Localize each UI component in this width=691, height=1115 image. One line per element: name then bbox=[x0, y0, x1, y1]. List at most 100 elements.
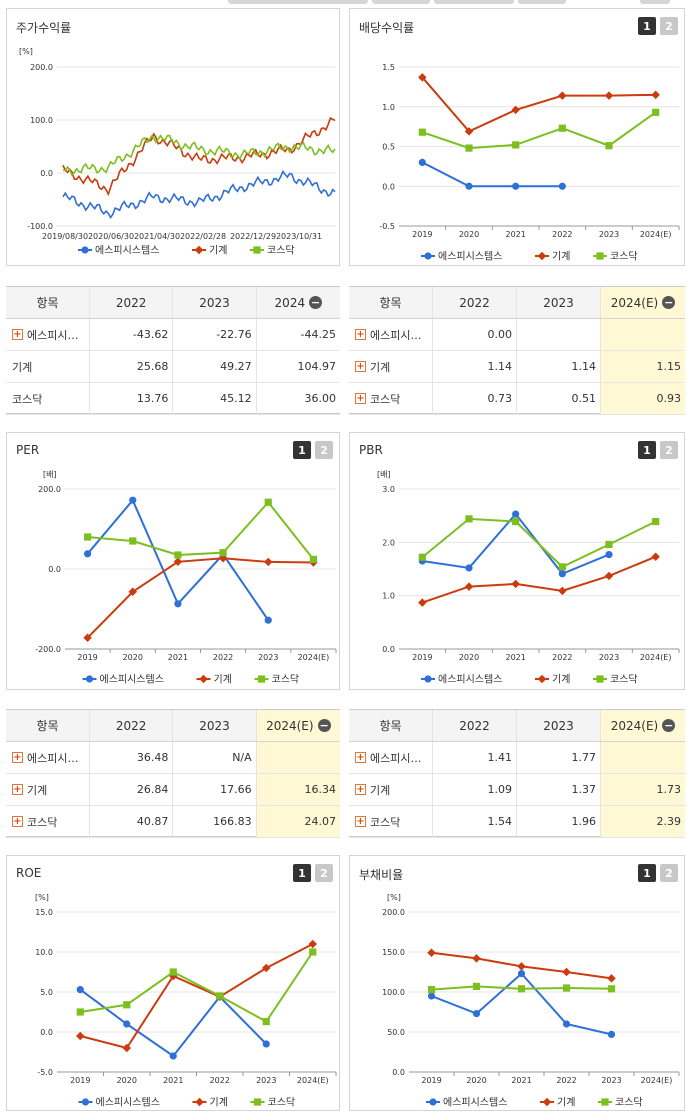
cell-text: 2024(E) bbox=[266, 718, 314, 733]
x-tick-label: 2019 bbox=[412, 653, 432, 662]
x-tick-label: 2023 bbox=[601, 1076, 621, 1085]
tab-1[interactable]: 1 bbox=[293, 864, 311, 882]
cell-text: 에스피시… bbox=[27, 751, 79, 765]
expand-icon[interactable]: + bbox=[355, 751, 366, 763]
data-point bbox=[418, 73, 427, 82]
series-line bbox=[87, 500, 315, 560]
expand-icon[interactable]: + bbox=[12, 328, 23, 340]
data-point bbox=[216, 992, 224, 1000]
series-line bbox=[421, 161, 563, 188]
tab-2[interactable]: 2 bbox=[660, 441, 678, 459]
value-cell: N/A bbox=[173, 742, 257, 773]
cell-text: 2023 bbox=[543, 295, 574, 310]
value-cell: 40.87 bbox=[90, 806, 174, 837]
collapse-icon[interactable]: − bbox=[662, 719, 676, 732]
debt-ratio-chart: [%] 200.0 150.0 100.0 50.0 0.0 2019 2020 2021 202… bbox=[382, 893, 680, 1109]
y-tick-label: 0.5 bbox=[382, 143, 395, 152]
data-point bbox=[517, 970, 526, 978]
header-year-cell: 2024− bbox=[257, 287, 340, 318]
value-cell bbox=[256, 742, 340, 773]
expand-icon[interactable]: + bbox=[355, 815, 366, 827]
y-tick-label: -100.0 bbox=[27, 222, 53, 231]
expand-icon[interactable]: + bbox=[12, 815, 23, 827]
data-point bbox=[517, 962, 526, 971]
per-chart: [배] 200.0 0.0 -200.0 2019 2020 2021 2022 2023 202… bbox=[35, 470, 337, 686]
data-point bbox=[264, 616, 272, 624]
cell-text: 1.54 bbox=[487, 815, 513, 828]
expand-icon[interactable]: + bbox=[12, 751, 23, 763]
plot-group: 1.5 1.0 0.5 0.0 -0.5 2019 2020 2021 2022 2023 2024… bbox=[379, 63, 680, 263]
panel-title: PBR bbox=[359, 443, 383, 457]
tab-2[interactable]: 2 bbox=[315, 864, 333, 882]
tab-1[interactable]: 1 bbox=[638, 441, 656, 459]
expand-icon[interactable]: + bbox=[355, 783, 366, 795]
legend-marker bbox=[81, 1098, 90, 1106]
tab-1[interactable]: 1 bbox=[638, 864, 656, 882]
data-point bbox=[418, 128, 426, 136]
header-year-cell: 2023 bbox=[517, 287, 601, 318]
data-point bbox=[605, 540, 613, 549]
series-line bbox=[86, 557, 314, 639]
y-tick-label: 0.0 bbox=[392, 1068, 405, 1077]
y-unit-label: [배] bbox=[377, 470, 391, 479]
table-row: + 에스피시… -43.62 -22.76 -44.25 bbox=[6, 319, 340, 351]
data-point bbox=[562, 967, 571, 977]
pbr-panel: PBR 1 2 [배] 3.0 2.0 1.0 0.0 2019 2020 2021 2022 2… bbox=[349, 432, 685, 690]
tab-2[interactable]: 2 bbox=[315, 441, 333, 459]
cell-text: 26.84 bbox=[136, 783, 169, 796]
cell-text: 17.66 bbox=[220, 783, 252, 796]
return-table: 항목 2022 2023 2024− + 에스피시… -43.62 -22.76 -44.25 기… bbox=[6, 286, 340, 415]
value-cell: 1.77 bbox=[517, 742, 601, 773]
collapse-icon[interactable]: − bbox=[317, 719, 331, 732]
tab-1[interactable]: 1 bbox=[293, 441, 311, 459]
panel-title: 부채비율 bbox=[359, 868, 404, 882]
row-name-cell: + 에스피시… bbox=[6, 742, 90, 773]
collapse-icon[interactable]: − bbox=[309, 296, 323, 309]
cell-text: 1.37 bbox=[571, 783, 597, 796]
data-point bbox=[418, 598, 427, 607]
row-name-cell: + 코스닥 bbox=[349, 806, 433, 837]
data-point bbox=[652, 517, 660, 526]
value-cell: 17.66 bbox=[173, 774, 257, 805]
per-panel: PER 1 2 [배] 200.0 0.0 -200.0 2019 2020 2021 202… bbox=[6, 432, 340, 690]
cell-text: 2022 bbox=[459, 718, 490, 733]
x-tick-label: 2023/10/31 bbox=[276, 232, 322, 241]
x-tick-label: 2019 bbox=[70, 1076, 90, 1085]
series-line bbox=[79, 988, 267, 1058]
data-point bbox=[309, 555, 318, 563]
header-year-cell: 2023 bbox=[173, 287, 257, 318]
header-item-cell: 항목 bbox=[349, 710, 433, 741]
header-item-cell: 항목 bbox=[6, 287, 90, 318]
legend-marker bbox=[257, 675, 266, 683]
tab-2[interactable]: 2 bbox=[660, 17, 678, 35]
tab-2[interactable]: 2 bbox=[660, 864, 678, 882]
cell-text: 1.73 bbox=[656, 783, 682, 796]
y-tick-label: 100.0 bbox=[30, 116, 53, 125]
table-header-row: 항목 2022 2023 2024− bbox=[6, 287, 340, 319]
legend-marker bbox=[596, 252, 604, 260]
expand-icon[interactable]: + bbox=[355, 328, 366, 340]
cell-text: 2022 bbox=[115, 295, 147, 310]
x-tick-label: 2021 bbox=[511, 1076, 531, 1085]
header-year-cell: 2022 bbox=[433, 710, 517, 741]
y-tick-label: 1.5 bbox=[382, 63, 395, 72]
expand-icon[interactable]: + bbox=[12, 783, 23, 795]
data-point bbox=[264, 557, 273, 567]
collapse-icon[interactable]: − bbox=[662, 296, 676, 309]
x-tick-label: 2022 bbox=[552, 230, 572, 239]
value-cell: 25.68 bbox=[90, 351, 174, 382]
panel-title: PER bbox=[16, 443, 40, 457]
tab-1[interactable]: 1 bbox=[638, 17, 656, 35]
y-tick-label: 100.0 bbox=[382, 988, 405, 997]
legend-label: 기계 bbox=[210, 1097, 228, 1109]
cell-text: 항목 bbox=[379, 719, 402, 733]
cell-text: 0.51 bbox=[571, 392, 597, 405]
legend-label: 기계 bbox=[552, 251, 570, 263]
legend-marker bbox=[194, 245, 204, 255]
data-point bbox=[605, 142, 613, 150]
plot-group: [%] 200.0 150.0 100.0 50.0 0.0 2019 2020 2021 202… bbox=[382, 893, 680, 1109]
legend-label: 에스피시스템스 bbox=[438, 674, 502, 686]
cell-text: 항목 bbox=[36, 296, 59, 310]
expand-icon[interactable]: + bbox=[355, 392, 366, 404]
expand-icon[interactable]: + bbox=[355, 360, 366, 372]
